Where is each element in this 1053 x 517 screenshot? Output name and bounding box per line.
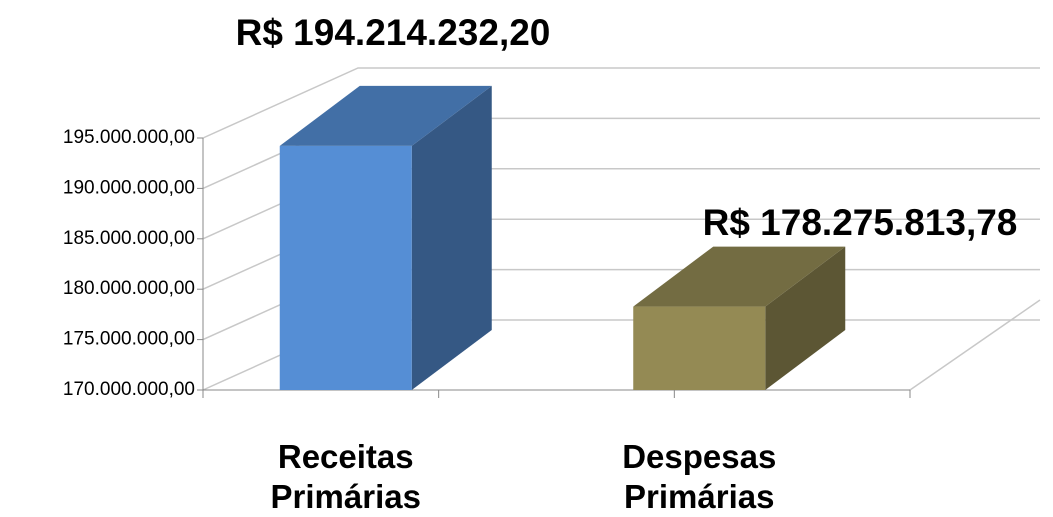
bar-side xyxy=(411,85,492,391)
value-label: R$ 178.275.813,78 xyxy=(703,202,1018,243)
floor-edge xyxy=(909,299,1041,391)
y-tick-label: 185.000.000,00 xyxy=(63,228,195,249)
y-tick-label: 175.000.000,00 xyxy=(63,329,195,350)
bar-top xyxy=(633,246,846,307)
bar-front xyxy=(279,145,412,390)
x-tick-label: Despesas Primárias xyxy=(622,438,777,515)
value-label: R$ 194.214.232,20 xyxy=(236,12,551,53)
y-tick-label: 195.000.000,00 xyxy=(63,127,195,148)
y-tick-label: 180.000.000,00 xyxy=(63,278,195,299)
bar xyxy=(633,246,846,390)
bar xyxy=(279,85,492,391)
grid-line xyxy=(202,67,1040,139)
y-tick-label: 190.000.000,00 xyxy=(63,177,195,198)
bar-top xyxy=(279,85,492,146)
x-tick-label-box: Despesas Primárias xyxy=(622,438,777,515)
bar-side xyxy=(765,246,846,390)
x-tick-label-box: Receitas Primárias xyxy=(270,438,421,515)
bar-front xyxy=(633,306,766,390)
x-tick-label: Receitas Primárias xyxy=(270,438,421,515)
y-tick-label: 170.000.000,00 xyxy=(63,379,195,400)
